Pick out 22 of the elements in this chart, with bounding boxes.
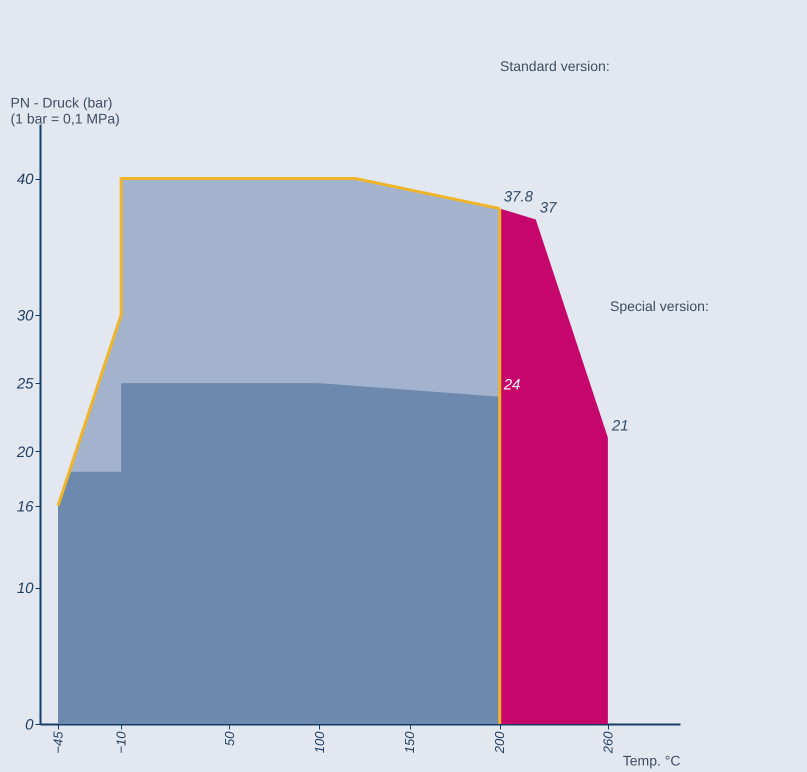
x-tick-label: 260 [600,730,616,754]
y-axis-title: PN - Druck (bar) (1 bar = 0,1 MPa) [10,94,120,126]
y-tick-label: 40 [16,171,34,188]
x-tick-label: −45 [50,730,66,754]
annotation: 37.8 [504,188,534,206]
text: Standard version: [500,58,610,74]
annotation: 21 [610,418,629,435]
annotation: 37 [540,199,558,216]
x-axis-title: Temp. °C [622,752,680,768]
x-tick-label: 200 [492,730,508,754]
y-tick-label: 30 [16,307,34,324]
y-tick-label: 20 [16,444,34,461]
y-tick-label: 25 [16,376,34,393]
x-tick-label: 150 [402,730,418,754]
x-tick-label: −10 [114,730,129,754]
annotation: 24 [502,376,520,394]
annotation: Special version: [610,298,709,314]
x-tick-label: 100 [312,730,327,754]
y-tick-label: 0 [25,716,34,734]
y-tick-label: 10 [16,580,34,598]
x-tick-label: 50 [222,730,237,746]
y-tick-label: 16 [16,498,34,516]
